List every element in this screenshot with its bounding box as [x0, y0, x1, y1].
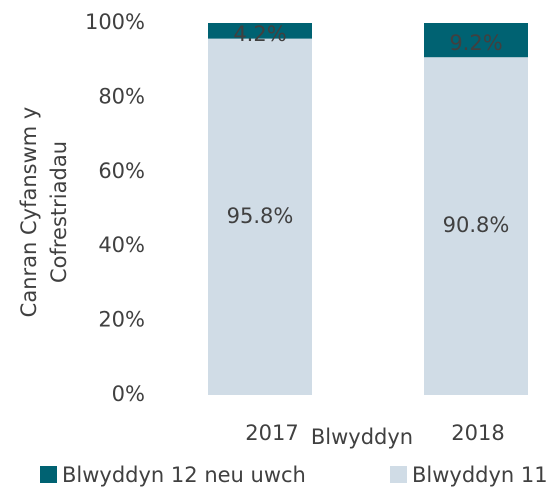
bar-segment: [424, 57, 528, 395]
y-tick-label: 20%: [98, 308, 145, 332]
y-axis-title: Canran Cyfanswm y Cofrestriadau: [17, 107, 71, 318]
legend-swatch: [40, 466, 57, 483]
x-tick-label: 2017: [245, 421, 298, 445]
legend-label: Blwyddyn 12 neu uwch: [62, 463, 306, 487]
y-tick-label: 60%: [98, 159, 145, 183]
y-tick-label: 40%: [98, 233, 145, 257]
bar-segment: [424, 23, 528, 58]
bar-segment: [208, 38, 312, 396]
data-label: 4.2%: [233, 22, 286, 46]
data-label: 9.2%: [449, 31, 502, 55]
y-tick-label: 80%: [98, 84, 145, 108]
bar-segment: [208, 23, 312, 39]
x-axis-title: Blwyddyn: [311, 425, 413, 449]
x-tick-label: 2018: [451, 421, 504, 445]
y-tick-label: 0%: [112, 382, 145, 406]
y-axis-title-line: Canran Cyfanswm y: [17, 107, 41, 318]
data-label: 95.8%: [227, 204, 294, 228]
y-axis-title-line: Cofrestriadau: [47, 141, 71, 283]
legend-label: Blwyddyn 11: [412, 463, 548, 487]
data-label: 90.8%: [443, 213, 510, 237]
legend-swatch: [390, 466, 407, 483]
y-tick-label: 100%: [85, 10, 145, 34]
